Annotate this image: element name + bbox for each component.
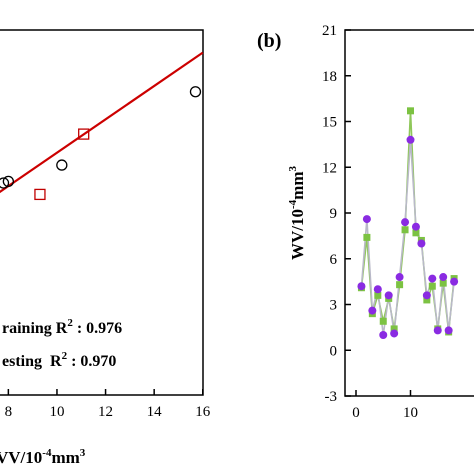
panel-b-x-tick-label: 0 — [352, 405, 360, 421]
measured-point — [401, 226, 409, 234]
panel-b-y-tick-label: 9 — [330, 206, 338, 222]
svg-text:esting R2 : 0.970: esting R2 : 0.970 — [2, 350, 116, 370]
measured-point — [428, 282, 436, 290]
panel-a-x-tick-label: 8 — [5, 404, 13, 420]
predicted-point — [406, 135, 415, 144]
panel-b-y-axis-label: WV/10-4mm3 — [287, 166, 307, 261]
measured-point — [412, 229, 420, 237]
testing-point — [34, 188, 46, 201]
predicted-point — [362, 215, 371, 224]
training-point — [56, 159, 68, 171]
measured-point — [439, 279, 447, 287]
training-point — [189, 86, 202, 98]
panel-a-x-tick-label: 16 — [195, 404, 211, 420]
panel-b-label: (b) — [257, 30, 281, 52]
panel-a-x-tick-label: 10 — [49, 404, 64, 420]
measured-point — [396, 281, 404, 289]
predicted-point — [439, 273, 448, 282]
measured-point — [407, 107, 414, 115]
measured-point — [390, 325, 398, 333]
predicted-point — [433, 326, 442, 335]
predicted-point — [373, 285, 382, 294]
predicted-point — [384, 291, 393, 300]
measured-point — [423, 296, 431, 304]
fit-line — [0, 51, 204, 194]
testing-annotation: esting R2 : 0.970 — [2, 350, 116, 370]
training-point — [2, 175, 15, 188]
svg-text:raining R2 : 0.976: raining R2 : 0.976 — [2, 317, 122, 337]
panel-b-x-tick-label: 10 — [403, 405, 418, 421]
predicted-point — [411, 222, 420, 231]
panel-b-y-tick-label: 18 — [322, 69, 337, 85]
panel-b-y-tick-label: 12 — [322, 160, 337, 176]
panel-b-y-tick-label: 21 — [322, 23, 337, 39]
panel-b-y-tick-label: 0 — [330, 343, 338, 359]
measured-point — [374, 291, 382, 299]
training-point — [0, 177, 10, 189]
panel-b-y-tick-label: 3 — [330, 298, 338, 314]
predicted-point — [450, 277, 459, 286]
testing-point — [78, 128, 90, 140]
panel-a-x-tick-label: 12 — [98, 404, 113, 420]
panel-b-y-tick-label: 15 — [322, 115, 337, 131]
predicted-point — [395, 273, 404, 282]
predicted-point — [428, 274, 437, 283]
training-annotation: raining R2 : 0.976 — [2, 317, 122, 337]
measured-point — [379, 317, 387, 325]
panel-a-x-tick-label: 14 — [147, 404, 163, 420]
predicted-point — [357, 282, 366, 291]
panel-a-chart: 8 10 12 14 16 raining R2 : 0.976 esting R2 :… — [0, 29, 211, 467]
predicted-point — [401, 218, 410, 227]
panel-a-x-axis-label: VV/10-4mm3 — [0, 447, 86, 467]
panel-b-y-tick-label: -3 — [325, 389, 338, 405]
predicted-point — [417, 239, 426, 248]
panel-b-plot-frame — [344, 29, 474, 397]
measured-point — [363, 233, 371, 241]
predicted-point — [368, 306, 377, 315]
panel-b-y-tick-label: 6 — [330, 252, 338, 268]
panel-a-plot-frame — [0, 29, 204, 396]
predicted-point — [444, 326, 453, 335]
predicted-point — [379, 331, 388, 339]
panel-b-chart: (b) 21 18 15 12 9 6 3 0 -3 0 10 WV/10-4mm3 — [257, 23, 474, 421]
predicted-point — [422, 291, 431, 300]
predicted-point — [390, 329, 399, 338]
